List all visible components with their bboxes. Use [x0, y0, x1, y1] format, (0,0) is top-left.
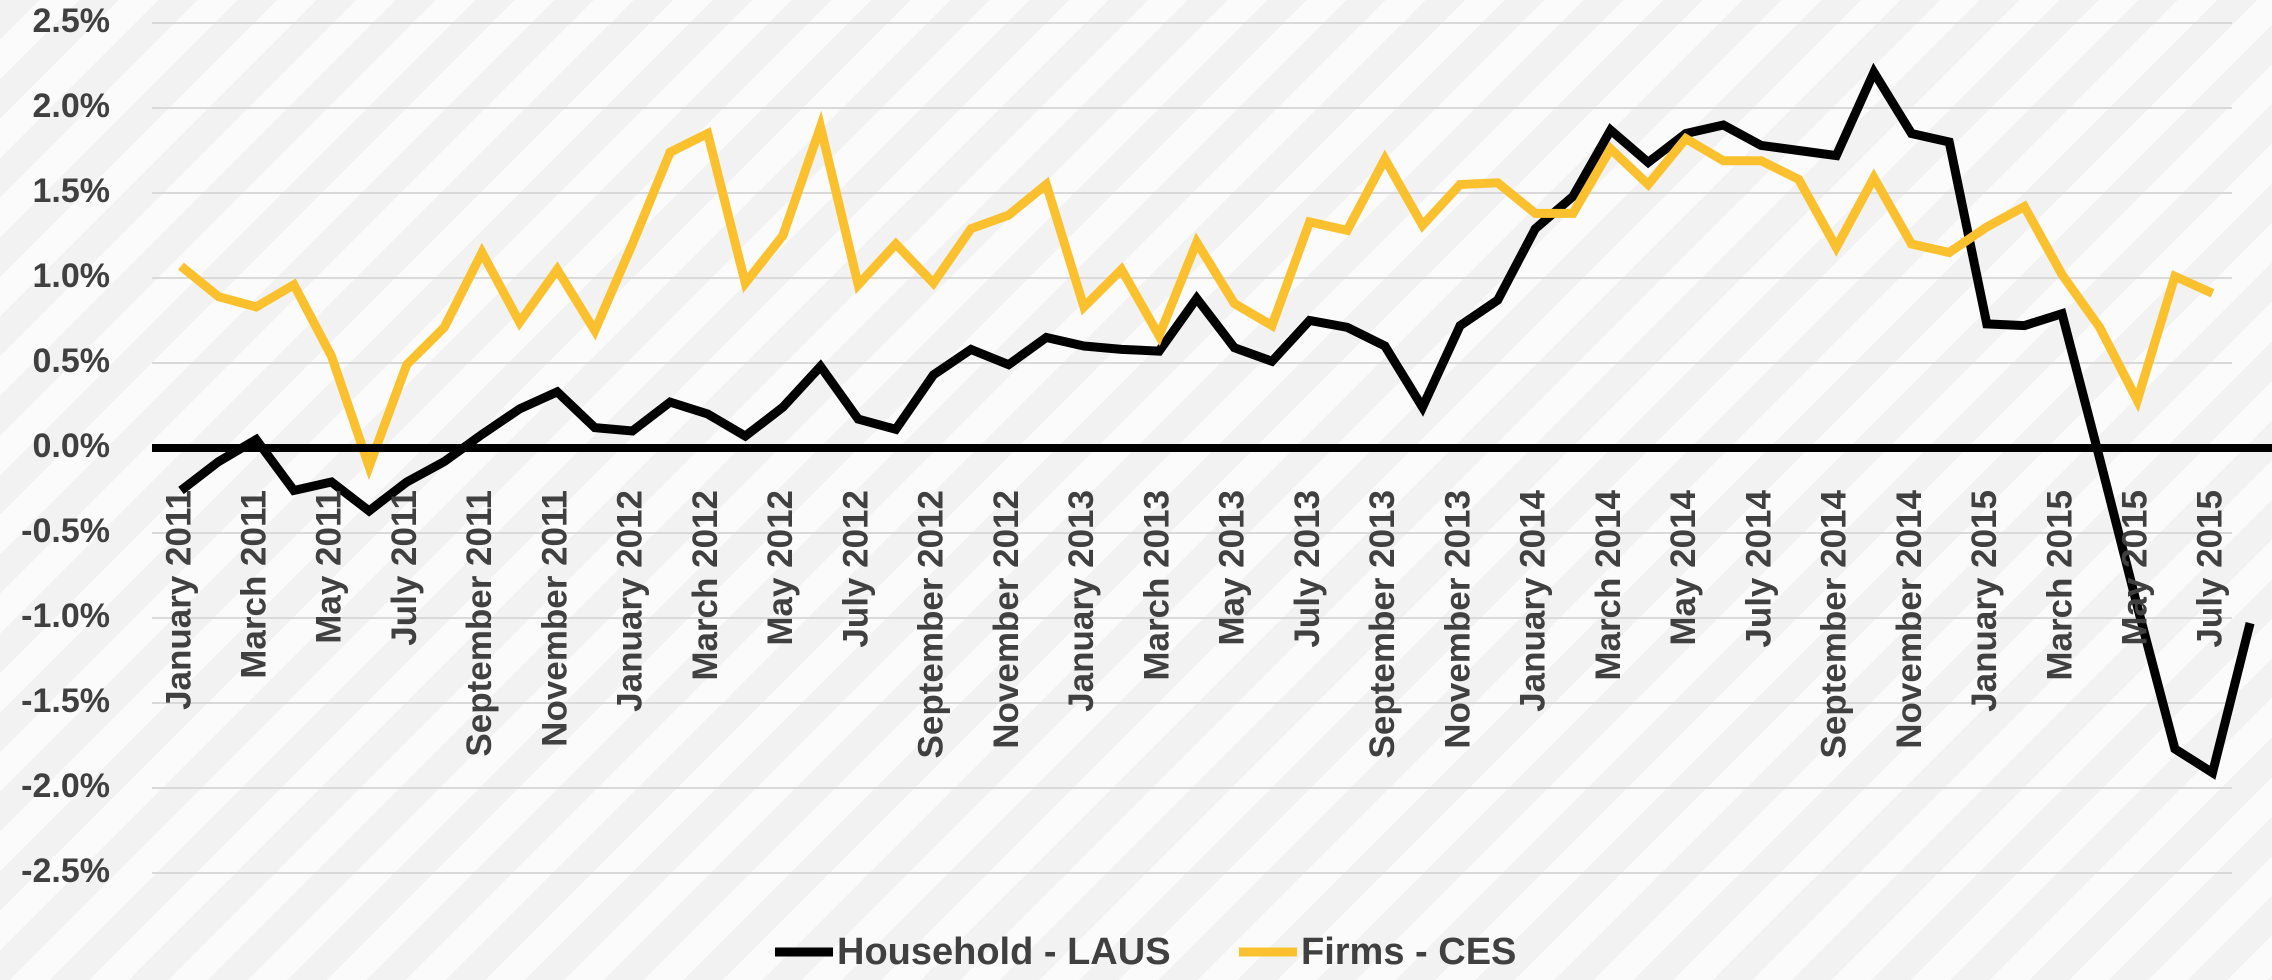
- x-tick-label: November 2014: [1890, 489, 1929, 748]
- y-tick-label: 1.0%: [33, 257, 111, 295]
- y-tick-label: -2.0%: [21, 767, 110, 805]
- x-tick-label: May 2013: [1213, 490, 1252, 646]
- y-tick-label: 2.5%: [33, 2, 111, 40]
- x-tick-label: November 2011: [535, 490, 574, 747]
- y-tick-label: 2.0%: [33, 87, 111, 125]
- legend-label: Firms - CES: [1301, 931, 1516, 973]
- x-tick-label: July 2014: [1739, 489, 1778, 647]
- x-tick-label: July 2012: [836, 490, 875, 648]
- x-tick-label: March 2015: [2040, 490, 2079, 681]
- series-line: [178, 110, 2215, 481]
- x-tick-label: January 2015: [1965, 490, 2004, 712]
- x-tick-label: September 2011: [460, 490, 499, 757]
- x-tick-label: May 2015: [2116, 490, 2155, 646]
- x-tick-label: March 2014: [1589, 489, 1628, 680]
- y-tick-label: -1.5%: [21, 682, 110, 720]
- y-tick-label: 0.5%: [33, 342, 111, 380]
- x-tick-label: November 2012: [987, 490, 1026, 749]
- x-tick-label: March 2012: [686, 490, 725, 681]
- x-tick-label: January 2014: [1514, 489, 1553, 711]
- x-tick-label: January 2012: [611, 490, 650, 712]
- x-tick-label: January 2013: [1062, 490, 1101, 712]
- series-line: [178, 62, 2255, 780]
- y-tick-label: 0.0%: [33, 427, 111, 465]
- x-tick-label: September 2014: [1815, 489, 1854, 758]
- x-tick-label: July 2011: [385, 490, 424, 646]
- x-tick-label: January 2011: [159, 490, 198, 710]
- y-tick-label: -1.0%: [21, 597, 110, 635]
- x-tick-label: November 2013: [1438, 490, 1477, 749]
- x-tick-label: May 2014: [1664, 489, 1703, 645]
- x-tick-label: May 2012: [761, 490, 800, 646]
- x-tick-label: July 2015: [2191, 490, 2230, 648]
- y-tick-label: 1.5%: [33, 172, 111, 210]
- x-tick-label: September 2012: [912, 490, 951, 758]
- x-tick-label: March 2011: [234, 490, 273, 679]
- x-tick-label: March 2013: [1137, 490, 1176, 681]
- y-tick-label: -0.5%: [21, 512, 110, 550]
- y-tick-label: -2.5%: [21, 852, 110, 890]
- x-tick-label: July 2013: [1288, 490, 1327, 648]
- x-tick-label: May 2011: [310, 490, 349, 644]
- legend-label: Household - LAUS: [837, 931, 1171, 973]
- x-tick-label: September 2013: [1363, 490, 1402, 758]
